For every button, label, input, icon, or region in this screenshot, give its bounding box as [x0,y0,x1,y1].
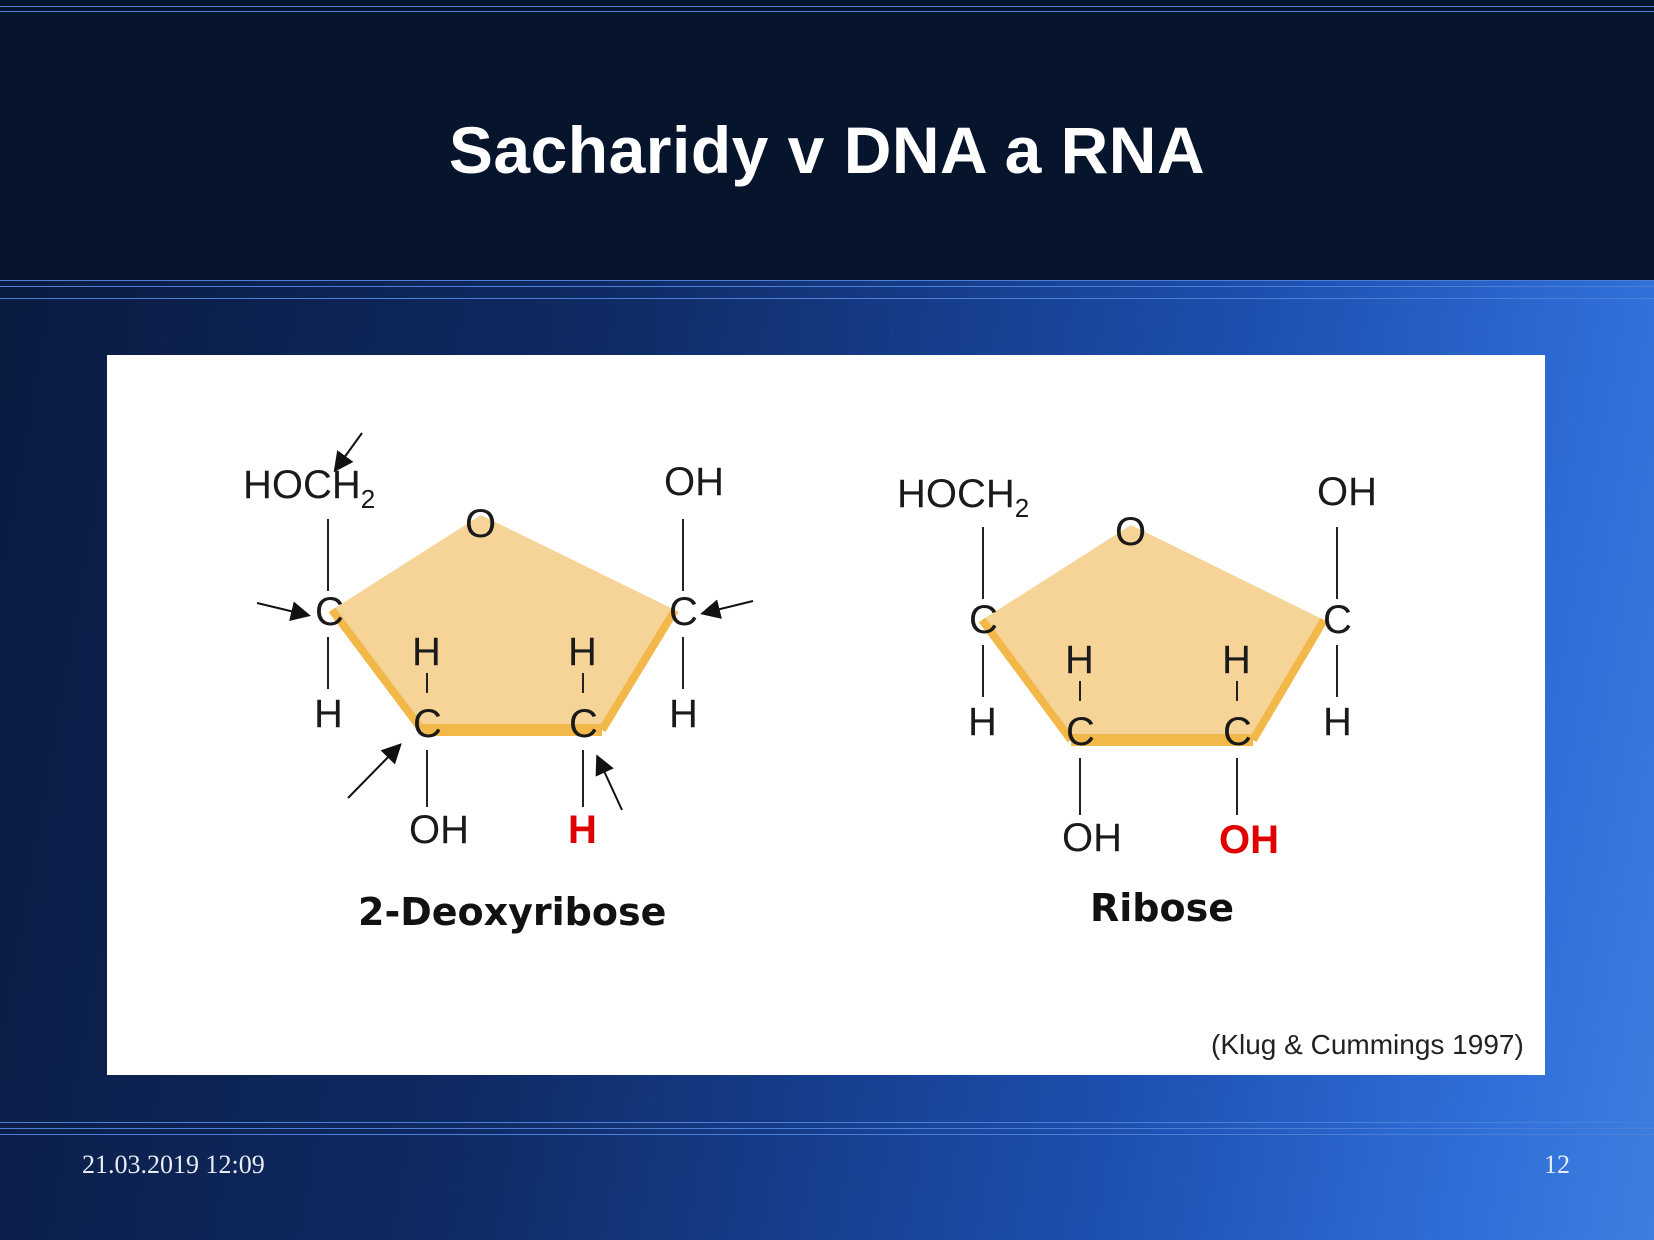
deoxyribose-ring-oxygen: O [465,502,496,546]
ribose-c3-carbon: C [1066,710,1095,754]
header-rule-bottom-3 [0,298,1654,299]
figure-panel: O HOCH2 C H OH C H H C OH H C H [107,355,1545,1075]
arrow-c3 [347,743,402,799]
header-rule-bottom-2 [0,286,1654,287]
arrow-c2 [595,754,623,811]
ribose-c4-carbon: C [969,598,998,642]
deoxyribose-ring-right-edge [598,607,679,733]
sugar-structures-diagram: O HOCH2 C H OH C H H C OH H C H [243,432,1524,1060]
deoxyribose-c4-hydrogen: H [314,692,343,736]
ribose-c1-hydrogen: H [1323,700,1352,744]
ribose-c2-hydrogen-top: H [1222,638,1251,682]
slide-header [0,0,1654,280]
deoxyribose-c2-hydrogen-top: H [568,630,597,674]
deoxyribose-c2-group-highlight: H [568,808,597,852]
deoxyribose-c5-group: HOCH2 [243,463,375,514]
deoxyribose-ring [332,515,675,730]
header-rule-top [0,6,1654,7]
ribose-c3-group: OH [1062,816,1122,860]
ribose-c3-hydrogen: H [1065,638,1094,682]
arrow-c1 [700,599,754,619]
footer-rule-2 [0,1128,1654,1129]
deoxyribose-c3-group: OH [409,808,469,852]
deoxyribose-structure: O HOCH2 C H OH C H H C OH H C H [243,432,754,934]
deoxyribose-c4-carbon: C [315,590,344,634]
deoxyribose-name: 2-Deoxyribose [358,890,666,934]
ribose-c2-group-highlight: OH [1219,818,1279,862]
ribose-name: Ribose [1090,886,1234,930]
ribose-ring [982,525,1324,740]
arrow-c4 [256,601,311,621]
page-number: 12 [1544,1150,1570,1179]
ribose-c5-group: HOCH2 [897,472,1029,523]
deoxyribose-c3-carbon: C [413,702,442,746]
ribose-ring-oxygen: O [1115,510,1146,554]
header-rule-bottom [0,280,1654,281]
ribose-c4-hydrogen: H [968,700,997,744]
deoxyribose-c1-carbon: C [669,590,698,634]
footer-rule-3 [0,1134,1654,1135]
deoxyribose-ring-left-edge [328,607,426,733]
deoxyribose-c1-group: OH [664,460,724,504]
header-rule-top-2 [0,11,1654,12]
ribose-c1-group: OH [1317,470,1377,514]
deoxyribose-c3-hydrogen: H [412,630,441,674]
figure-credit: (Klug & Cummings 1997) [1211,1029,1524,1060]
ribose-structure: O HOCH2 C H OH C H H C OH H C OH Ribose [897,470,1377,930]
footer-rule-1 [0,1122,1654,1123]
slide-title: Sacharidy v DNA a RNA [448,113,1206,187]
deoxyribose-c1-hydrogen: H [669,692,698,736]
footer-date: 21.03.2019 12:09 [82,1150,265,1179]
arrow-c5 [333,432,363,473]
deoxyribose-c2-carbon: C [569,702,598,746]
ribose-c2-carbon: C [1223,710,1252,754]
ribose-c1-carbon: C [1323,598,1352,642]
